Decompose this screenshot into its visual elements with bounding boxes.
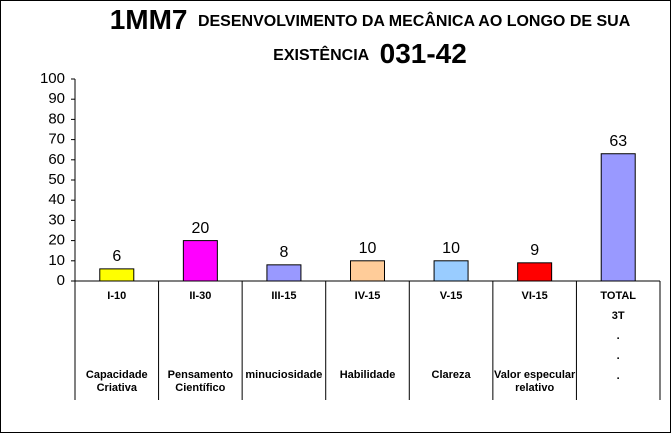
data-label: 63 [609,133,627,150]
data-label: 9 [530,242,539,259]
x-tick-label: II-30 [189,290,211,302]
y-tick-label: 30 [48,211,65,228]
category-description: minuciosidade [245,369,322,381]
data-label: 8 [279,244,288,261]
total-note: . [617,350,620,362]
title-code: 1MM7 [110,4,188,35]
bar [266,264,302,282]
x-tick-label: V-15 [440,290,463,302]
bar [350,260,385,282]
data-label: 6 [112,248,121,265]
y-tick-label: 40 [48,191,65,208]
bar [99,268,135,282]
x-tick-label: III-15 [271,290,296,302]
bar [600,153,636,282]
y-tick-label: 50 [48,171,65,188]
category-description: Clareza [432,369,472,381]
category-description: Pensamento [168,369,234,381]
x-tick-label: I-10 [107,290,126,302]
category-description: Valor especular [494,369,576,381]
data-label: 10 [442,240,460,257]
y-tick-label: 10 [48,252,65,269]
category-description: Habilidade [340,369,396,381]
chart-title: EXISTÊNCIA 031-42 [273,38,467,69]
category-description: Científico [175,382,225,394]
bar [433,260,469,282]
x-tick-label: VI-15 [521,290,547,302]
title-number: 031-42 [380,38,467,69]
total-note: . [617,330,620,342]
data-label: 20 [191,220,209,237]
title-line: EXISTÊNCIA [273,45,369,64]
category-description: relativo [515,382,554,394]
y-tick-label: 90 [48,90,65,107]
y-tick-label: 60 [48,151,65,168]
title-line: DESENVOLVIMENTO DA MECÂNICA AO LONGO DE … [198,11,631,30]
x-tick-label: TOTAL [600,290,636,302]
x-tick-label: IV-15 [355,290,381,302]
bar [517,262,553,282]
category-description: Capacidade [86,369,148,381]
data-label: 10 [359,240,377,257]
y-tick-label: 100 [40,70,65,87]
total-note: 3T [612,310,625,322]
y-tick-label: 0 [57,272,65,289]
y-tick-label: 70 [48,131,65,148]
bar [182,240,218,282]
y-tick-label: 80 [48,110,65,127]
y-tick-label: 20 [48,232,65,249]
chart-title: 1MM7 DESENVOLVIMENTO DA MECÂNICA AO LONG… [110,4,631,35]
total-note: . [617,370,620,382]
category-description: Criativa [97,382,138,394]
